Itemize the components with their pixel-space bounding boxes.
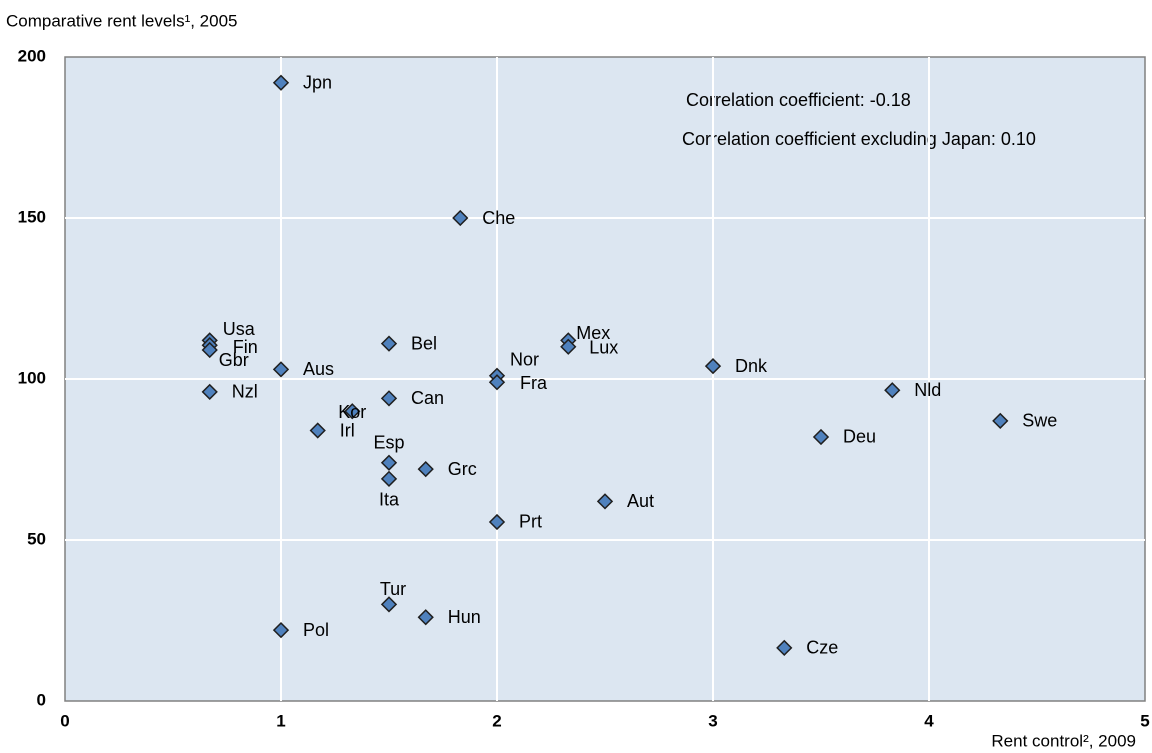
point-label: Mex: [576, 323, 610, 343]
point-label: Aut: [627, 491, 654, 511]
point: [380, 390, 398, 407]
x-tick-label: 2: [492, 711, 501, 730]
point-label: Prt: [519, 512, 542, 532]
point-label: Usa: [223, 319, 256, 339]
point: [704, 357, 722, 375]
point: [380, 596, 398, 613]
point-label: Esp: [373, 432, 404, 452]
point: [380, 470, 398, 487]
point-label: Nor: [510, 350, 539, 370]
point-label: Aus: [303, 359, 334, 379]
point: [596, 493, 614, 510]
point: [272, 74, 290, 91]
x-tick-label: 5: [1140, 711, 1149, 730]
point: [309, 422, 326, 439]
y-tick-label: 100: [18, 368, 46, 387]
x-tick-label: 0: [60, 711, 69, 730]
point: [812, 428, 830, 446]
y-tick-label: 200: [18, 46, 46, 65]
point: [272, 622, 290, 639]
x-tick-label: 3: [708, 711, 717, 730]
point-label: Swe: [1022, 411, 1057, 431]
point: [488, 513, 506, 531]
point: [776, 639, 793, 657]
point: [380, 454, 398, 471]
point-label: Bel: [411, 333, 437, 353]
point: [344, 403, 361, 420]
point-label: Hun: [448, 607, 481, 627]
x-axis-label: Rent control², 2009: [991, 731, 1136, 750]
annotation: Correlation coefficient excluding Japan:…: [682, 129, 1036, 149]
point-label: Nzl: [232, 382, 258, 402]
point: [272, 361, 290, 378]
y-axis-label: Comparative rent levels¹, 2005: [6, 11, 238, 30]
point-label: Deu: [843, 427, 876, 447]
point-label: Grc: [448, 459, 477, 479]
point: [884, 382, 901, 399]
point: [201, 341, 218, 359]
y-tick-label: 150: [18, 207, 46, 226]
point-label: Pol: [303, 620, 329, 640]
point-label: Cze: [806, 638, 838, 658]
point-label: Jpn: [303, 73, 332, 93]
point: [201, 383, 218, 401]
y-tick-label: 0: [37, 690, 46, 709]
point: [560, 338, 577, 355]
point-label: Fra: [520, 373, 548, 393]
point-label: Ita: [379, 490, 400, 510]
point-label: Che: [482, 208, 515, 228]
x-tick-label: 1: [276, 711, 285, 730]
point-label: Tur: [380, 579, 406, 599]
point-label: Irl: [340, 420, 355, 440]
point-label: Can: [411, 388, 444, 408]
y-tick-label: 50: [27, 529, 46, 548]
point: [488, 374, 506, 391]
point: [417, 461, 434, 478]
point: [380, 335, 398, 352]
point: [417, 609, 434, 626]
point-label: Fin: [233, 337, 258, 357]
annotation: Correlation coefficient: -0.18: [686, 90, 911, 110]
point-label: Lux: [589, 338, 618, 358]
point-label: Nld: [914, 380, 941, 400]
x-tick-label: 4: [924, 711, 934, 730]
point-label: Kor: [338, 402, 366, 422]
point-label: Dnk: [735, 356, 768, 376]
point: [992, 412, 1009, 429]
point-label: Gbr: [219, 350, 249, 370]
point: [452, 209, 469, 227]
